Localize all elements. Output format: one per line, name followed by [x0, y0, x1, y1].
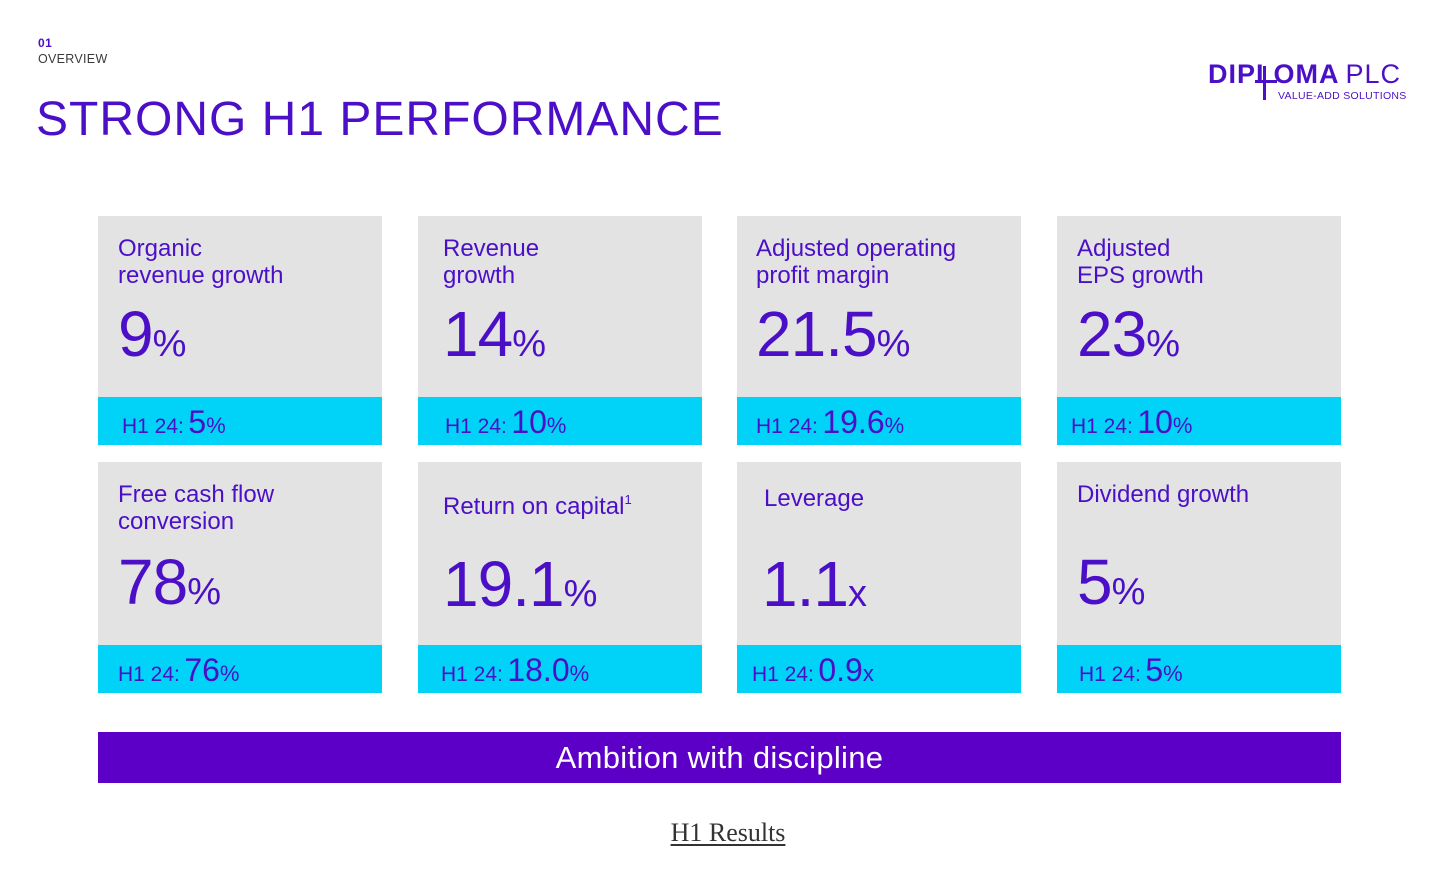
metric-card-revenue-growth: Revenue growth 14% H1 24: 10%	[418, 216, 702, 445]
logo-cross-icon	[1263, 66, 1266, 100]
prior-label: H1 24:	[122, 415, 184, 438]
metric-label-text: Return on capital	[443, 493, 625, 520]
metric-card-adjusted-eps-growth: Adjusted EPS growth 23% H1 24: 10%	[1057, 216, 1341, 445]
logo-wordmark: DIPLOMA PLC	[1208, 58, 1401, 90]
metric-unit: %	[512, 323, 546, 365]
prior-label: H1 24:	[1071, 415, 1133, 438]
prior-value: 76%	[184, 652, 239, 688]
prior-unit: x	[862, 661, 874, 686]
prior-number: 5	[1145, 652, 1164, 688]
metric-label: Free cash flow conversion	[118, 481, 275, 535]
prior-value: 0.9x	[818, 652, 873, 688]
metric-card-leverage: Leverage 1.1x H1 24: 0.9x	[737, 462, 1021, 693]
metric-number: 19.1	[443, 548, 565, 620]
prior-number: 0.9	[818, 652, 863, 688]
metric-label: Adjusted operating profit margin	[756, 235, 957, 289]
metric-card-dividend-growth: Dividend growth 5% H1 24: 5%	[1057, 462, 1341, 693]
prior-unit: %	[1163, 661, 1183, 686]
prior-label: H1 24:	[445, 415, 507, 438]
prior-period-bar: H1 24: 0.9x	[737, 645, 1021, 693]
prior-number: 10	[511, 404, 547, 440]
prior-unit: %	[546, 413, 567, 438]
footnote-marker: 1	[624, 492, 632, 507]
prior-value: 19.6%	[822, 404, 904, 440]
prior-label: H1 24:	[752, 663, 814, 686]
metric-number: 9	[118, 298, 154, 370]
prior-label: H1 24:	[118, 663, 180, 686]
prior-unit: %	[206, 413, 226, 438]
metric-value: 9%	[118, 298, 186, 380]
prior-number: 18.0	[507, 652, 570, 688]
metric-label: Revenue growth	[443, 235, 540, 289]
company-logo: DIPLOMA PLC VALUE-ADD SOLUTIONS	[1208, 58, 1408, 104]
prior-value: 10%	[1137, 404, 1192, 440]
metric-number: 78	[118, 546, 188, 618]
logo-name: DIPLOMA	[1208, 59, 1340, 89]
prior-number: 5	[188, 404, 207, 440]
prior-period-bar: H1 24: 5%	[1057, 645, 1341, 693]
h1-results-link[interactable]: H1 Results	[670, 818, 786, 847]
prior-period-bar: H1 24: 76%	[98, 645, 382, 693]
footer: H1 Results	[0, 818, 1456, 848]
prior-number: 76	[184, 652, 220, 688]
prior-unit: %	[219, 661, 240, 686]
section-number: 01	[38, 36, 53, 50]
section-label: OVERVIEW	[38, 52, 108, 66]
prior-value: 10%	[511, 404, 566, 440]
metric-number: 14	[443, 298, 513, 370]
metric-unit: %	[1111, 571, 1146, 613]
prior-number: 19.6	[822, 404, 885, 440]
prior-number: 10	[1137, 404, 1173, 440]
metric-value: 23%	[1077, 298, 1180, 380]
metric-value: 1.1x	[762, 548, 867, 630]
metric-value: 19.1%	[443, 548, 597, 630]
prior-value: 5%	[1145, 652, 1182, 688]
metric-unit: %	[1146, 323, 1180, 365]
metric-value: 5%	[1077, 546, 1145, 628]
banner-text: Ambition with discipline	[555, 739, 884, 775]
metric-number: 5	[1077, 546, 1113, 618]
metric-unit: %	[563, 573, 598, 615]
metric-label: Leverage	[764, 485, 865, 512]
metric-card-organic-revenue-growth: Organic revenue growth 9% H1 24: 5%	[98, 216, 382, 445]
prior-period-bar: H1 24: 10%	[1057, 397, 1341, 445]
metric-label: Return on capital1	[443, 486, 698, 520]
prior-period-bar: H1 24: 18.0%	[418, 645, 702, 693]
metric-unit: %	[187, 571, 221, 613]
metric-unit: %	[152, 323, 187, 365]
prior-label: H1 24:	[1079, 663, 1141, 686]
prior-label: H1 24:	[441, 663, 503, 686]
prior-period-bar: H1 24: 5%	[98, 397, 382, 445]
prior-value: 18.0%	[507, 652, 589, 688]
logo-suffix: PLC	[1345, 59, 1402, 89]
metric-label: Adjusted EPS growth	[1077, 235, 1204, 289]
metric-unit: x	[847, 573, 867, 615]
metric-number: 1.1	[762, 548, 849, 620]
prior-unit: %	[884, 413, 905, 438]
metric-label: Organic revenue growth	[118, 235, 284, 289]
metric-unit: %	[876, 323, 911, 365]
metric-value: 14%	[443, 298, 546, 380]
metric-card-return-on-capital: Return on capital1 19.1% H1 24: 18.0%	[418, 462, 702, 693]
prior-unit: %	[569, 661, 590, 686]
metric-card-free-cash-flow-conversion: Free cash flow conversion 78% H1 24: 76%	[98, 462, 382, 693]
metric-number: 21.5	[756, 298, 878, 370]
prior-value: 5%	[188, 404, 225, 440]
metric-value: 78%	[118, 546, 221, 628]
prior-unit: %	[1172, 413, 1193, 438]
logo-cross-bar	[1255, 80, 1277, 83]
metric-number: 23	[1077, 298, 1147, 370]
metric-label: Dividend growth	[1077, 481, 1250, 508]
logo-tagline: VALUE-ADD SOLUTIONS	[1278, 90, 1407, 102]
metric-card-adjusted-operating-profit-margin: Adjusted operating profit margin 21.5% H…	[737, 216, 1021, 445]
prior-label: H1 24:	[756, 415, 818, 438]
ambition-banner: Ambition with discipline	[98, 732, 1341, 783]
metric-value: 21.5%	[756, 298, 910, 380]
prior-period-bar: H1 24: 10%	[418, 397, 702, 445]
prior-period-bar: H1 24: 19.6%	[737, 397, 1021, 445]
page-title: STRONG H1 PERFORMANCE	[36, 93, 724, 146]
